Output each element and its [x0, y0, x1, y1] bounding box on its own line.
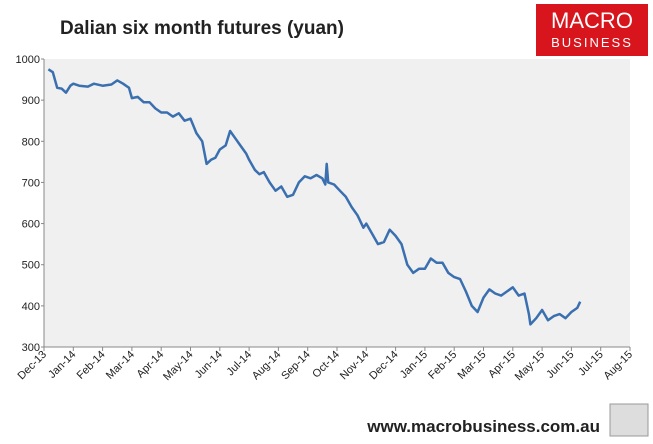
y-tick-label: 900 [22, 95, 40, 107]
x-tick-label: Nov-14 [338, 349, 372, 383]
y-tick-label: 800 [22, 136, 40, 148]
x-tick-label: May-15 [513, 349, 547, 383]
x-tick-label: Mar-14 [104, 349, 137, 382]
logo-text: BUSINESS [551, 35, 633, 50]
x-tick-label: Aug-14 [250, 349, 284, 383]
y-tick-label: 300 [22, 342, 40, 354]
logo-box [536, 4, 648, 56]
footer: www.macrobusiness.com.au [366, 417, 600, 436]
x-tick-label: May-14 [161, 349, 195, 383]
x-tick-label: Dec-14 [367, 349, 401, 383]
x-tick-label: Feb-15 [426, 349, 459, 382]
x-tick-label: Jan-15 [398, 349, 430, 381]
x-tick-label: Oct-14 [310, 349, 342, 381]
y-tick-label: 1000 [16, 54, 40, 66]
x-tick-label: Jan-14 [46, 349, 78, 381]
x-tick-label: Feb-14 [75, 349, 108, 382]
y-tick-label: 400 [22, 301, 40, 313]
y-tick-label: 700 [22, 177, 40, 189]
y-tick-label: 500 [22, 260, 40, 272]
x-tick-label: Mar-15 [455, 349, 488, 382]
y-tick-label: 600 [22, 219, 40, 231]
logo-text: MACRO [551, 8, 633, 33]
line [47, 68, 582, 326]
logo-icon [609, 403, 649, 437]
x-tick-label: Jun-15 [544, 349, 576, 381]
plot-area [44, 59, 630, 347]
x-tick-label: Aug-15 [602, 349, 636, 383]
x-tick-label: Jun-14 [193, 349, 225, 381]
chart-title: Dalian six month futures (yuan) [60, 18, 344, 39]
x-tick-label: Sep-14 [279, 349, 313, 383]
